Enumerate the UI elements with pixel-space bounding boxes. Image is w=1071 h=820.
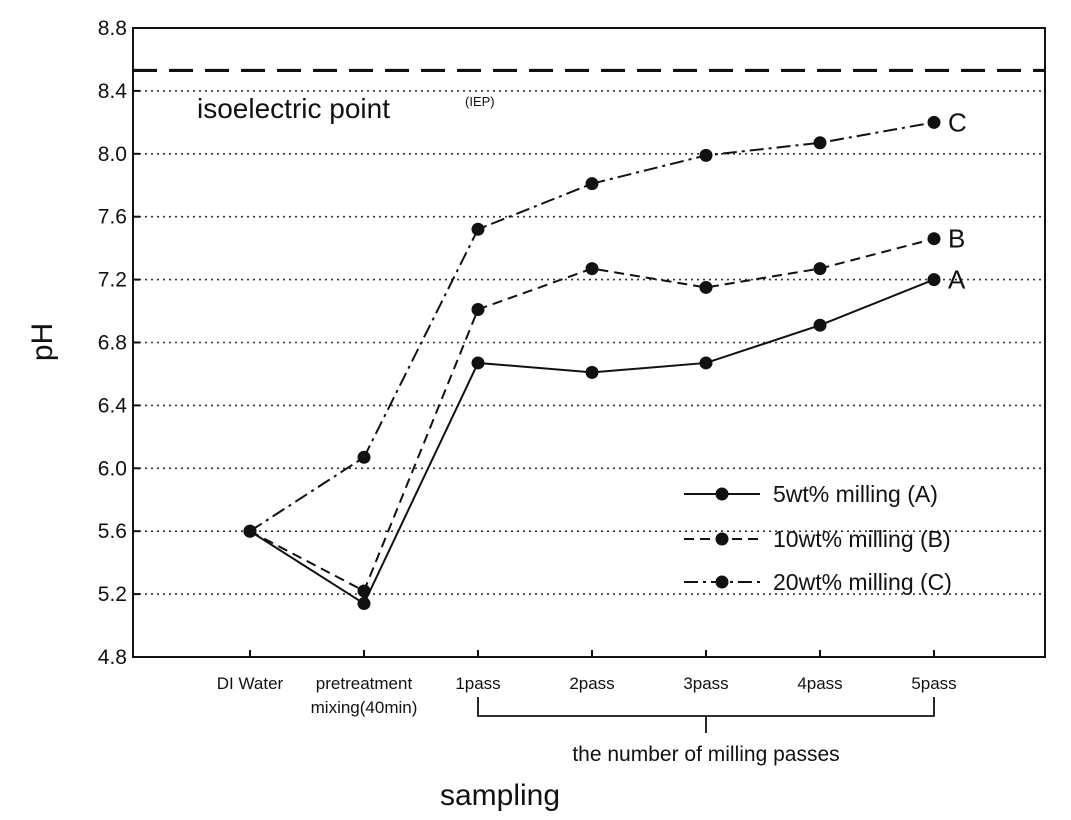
y-tick-label: 5.2 — [98, 583, 127, 606]
y-tick-label: 6.8 — [98, 332, 127, 355]
data-point-C — [472, 223, 485, 236]
axes: 4.8 5.2 5.6 6.0 6.4 6.8 7.2 7.6 8.0 8.4 8.8 DI Wate… — [98, 17, 1045, 766]
data-point-A — [472, 356, 485, 369]
data-point-B — [472, 303, 485, 316]
y-tick-label: 8.4 — [98, 80, 128, 103]
data-point-A — [928, 273, 941, 286]
y-tick-label: 6.0 — [98, 457, 127, 480]
data-point-A — [586, 366, 599, 379]
iep-reference: isoelectric point (IEP) — [133, 70, 1045, 124]
legend-marker-C — [716, 576, 729, 589]
y-tick-label: 5.6 — [98, 520, 127, 543]
data-point-C — [586, 177, 599, 190]
legend-label: 5wt% milling (A) — [773, 481, 938, 507]
x-axis-title: sampling — [440, 779, 560, 812]
x-tick-label: 3pass — [683, 674, 728, 693]
iep-label: isoelectric point — [197, 93, 390, 124]
series-end-label: B — [948, 224, 965, 254]
series-line-A — [250, 280, 934, 604]
data-point-B — [700, 281, 713, 294]
x-tick-label: 1pass — [455, 674, 500, 693]
legend-label: 10wt% milling (B) — [773, 526, 951, 552]
x-tick-label: DI Water — [217, 674, 284, 693]
y-tick-label: 7.6 — [98, 206, 127, 229]
legend: 5wt% milling (A) 10wt% milling (B) 20wt% m… — [684, 481, 952, 595]
series-end-label: C — [948, 107, 967, 137]
x-tick-label-line2: mixing(40min) — [311, 698, 418, 717]
legend-label: 20wt% milling (C) — [773, 569, 952, 595]
data-point-A — [814, 319, 827, 332]
series-end-label: A — [948, 265, 966, 295]
data-point-B — [928, 232, 941, 245]
data-point-A — [358, 597, 371, 610]
passes-bracket — [478, 697, 934, 733]
y-axis-title: pH — [26, 323, 59, 361]
x-tick-label: 5pass — [911, 674, 956, 693]
bracket-label: the number of milling passes — [572, 743, 839, 766]
data-point-C — [928, 116, 941, 129]
data-point-C — [814, 136, 827, 149]
legend-marker-B — [716, 533, 729, 546]
data-point-B — [814, 262, 827, 275]
data-point-B — [358, 584, 371, 597]
y-tick-label: 6.4 — [98, 394, 128, 417]
data-point-C — [358, 451, 371, 464]
gridlines — [133, 91, 1045, 594]
data-point-C — [244, 525, 257, 538]
data-point-C — [700, 149, 713, 162]
data-point-B — [586, 262, 599, 275]
x-tick-label: 4pass — [797, 674, 842, 693]
iep-label-small: (IEP) — [465, 94, 495, 109]
y-tick-label: 7.2 — [98, 269, 127, 292]
x-tick-label: pretreatment — [316, 674, 413, 693]
x-tick-label: 2pass — [569, 674, 614, 693]
y-tick-label: 8.8 — [98, 17, 127, 40]
data-point-A — [700, 356, 713, 369]
y-tick-label: 4.8 — [98, 646, 127, 669]
y-tick-label: 8.0 — [98, 143, 127, 166]
legend-marker-A — [716, 488, 729, 501]
